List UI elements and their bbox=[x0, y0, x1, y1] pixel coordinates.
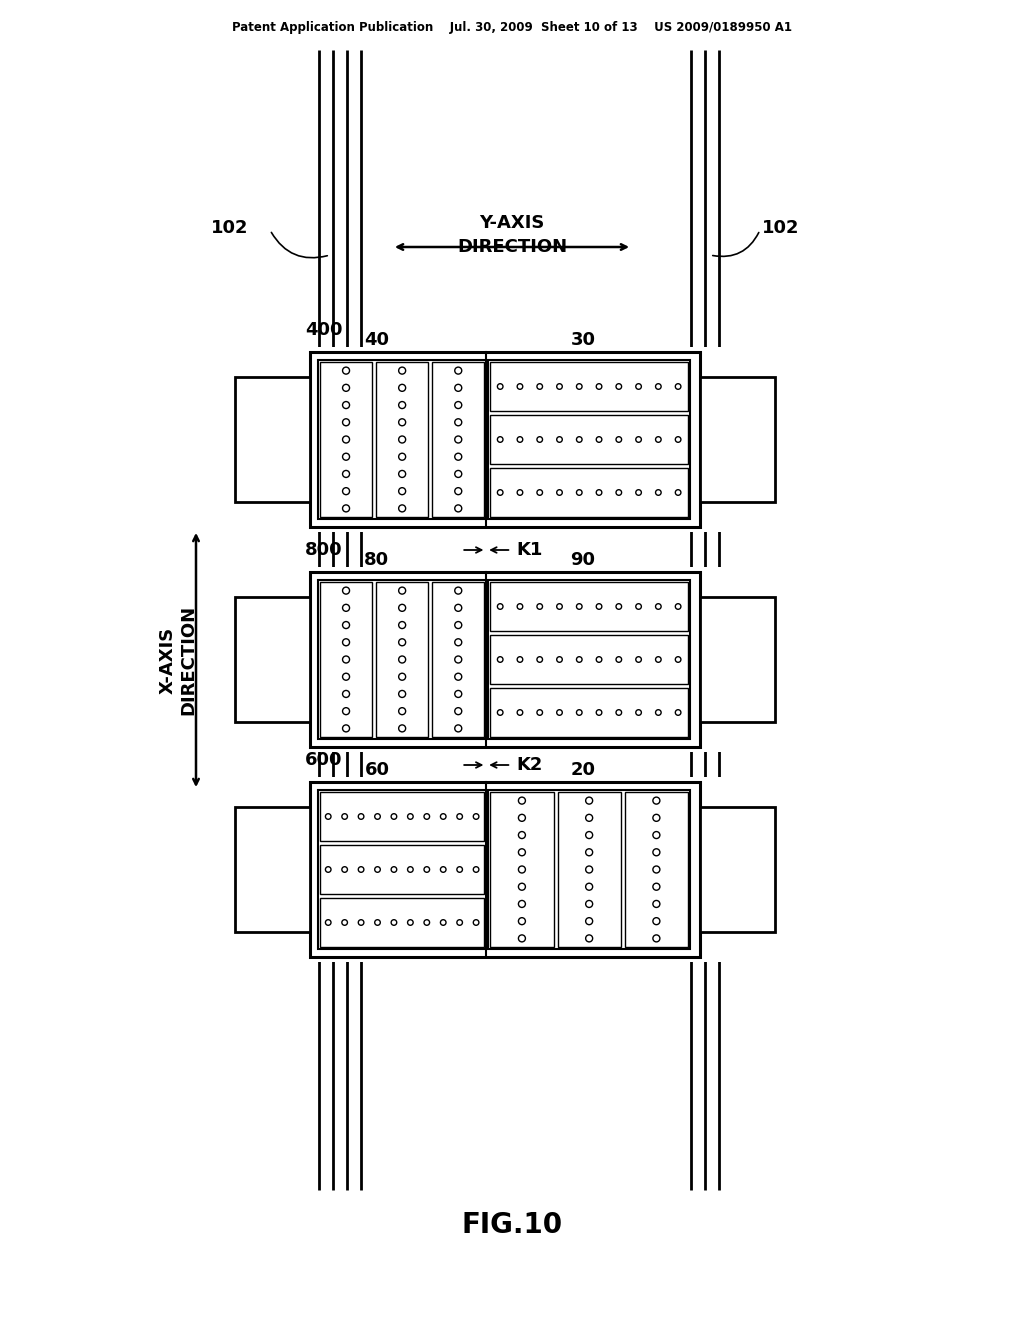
Bar bbox=[700, 597, 775, 722]
Bar bbox=[318, 789, 486, 949]
Bar bbox=[432, 582, 484, 737]
Bar bbox=[700, 378, 775, 502]
Text: DIRECTION: DIRECTION bbox=[457, 238, 567, 256]
Text: 102: 102 bbox=[211, 219, 248, 238]
Bar bbox=[376, 582, 428, 737]
Bar bbox=[310, 781, 700, 957]
Text: 40: 40 bbox=[365, 331, 389, 348]
Bar bbox=[319, 362, 372, 517]
Text: K1: K1 bbox=[516, 541, 543, 558]
Bar bbox=[318, 360, 486, 519]
Bar bbox=[319, 792, 484, 841]
Text: 80: 80 bbox=[365, 550, 389, 569]
Text: 60: 60 bbox=[365, 762, 389, 779]
Text: 20: 20 bbox=[570, 762, 595, 779]
Bar bbox=[310, 572, 700, 747]
Bar bbox=[490, 362, 688, 411]
Bar bbox=[234, 597, 310, 722]
Bar bbox=[234, 777, 775, 962]
Bar bbox=[488, 360, 690, 519]
Bar bbox=[319, 845, 484, 894]
Bar bbox=[488, 579, 690, 739]
Bar bbox=[234, 568, 775, 752]
Bar bbox=[490, 469, 688, 517]
Text: 600: 600 bbox=[305, 751, 342, 770]
Bar bbox=[319, 898, 484, 946]
Text: Y-AXIS: Y-AXIS bbox=[479, 214, 545, 232]
Bar bbox=[310, 352, 700, 527]
Bar bbox=[700, 807, 775, 932]
Bar bbox=[490, 582, 688, 631]
Bar bbox=[318, 579, 486, 739]
Text: Patent Application Publication    Jul. 30, 2009  Sheet 10 of 13    US 2009/01899: Patent Application Publication Jul. 30, … bbox=[232, 21, 792, 33]
Bar bbox=[376, 362, 428, 517]
Bar bbox=[490, 688, 688, 737]
Text: 400: 400 bbox=[305, 321, 342, 339]
Bar bbox=[234, 807, 310, 932]
Text: 30: 30 bbox=[570, 331, 595, 348]
Bar bbox=[319, 582, 372, 737]
Bar bbox=[625, 792, 688, 946]
Text: 102: 102 bbox=[762, 219, 800, 238]
Text: FIG.10: FIG.10 bbox=[462, 1210, 562, 1239]
Bar bbox=[557, 792, 621, 946]
Text: X-AXIS
DIRECTION: X-AXIS DIRECTION bbox=[159, 605, 198, 715]
Bar bbox=[490, 792, 554, 946]
Bar bbox=[488, 789, 690, 949]
Text: 90: 90 bbox=[570, 550, 595, 569]
Bar bbox=[432, 362, 484, 517]
Text: 800: 800 bbox=[305, 541, 343, 558]
Text: K2: K2 bbox=[516, 756, 543, 774]
Bar bbox=[490, 414, 688, 465]
Bar bbox=[234, 378, 310, 502]
Bar bbox=[490, 635, 688, 684]
Bar bbox=[234, 347, 775, 532]
